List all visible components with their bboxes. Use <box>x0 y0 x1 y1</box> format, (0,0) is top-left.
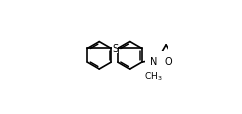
Text: N: N <box>150 56 157 66</box>
Text: O: O <box>165 56 173 66</box>
Text: CH$_3$: CH$_3$ <box>144 70 163 82</box>
Text: S: S <box>112 44 118 54</box>
